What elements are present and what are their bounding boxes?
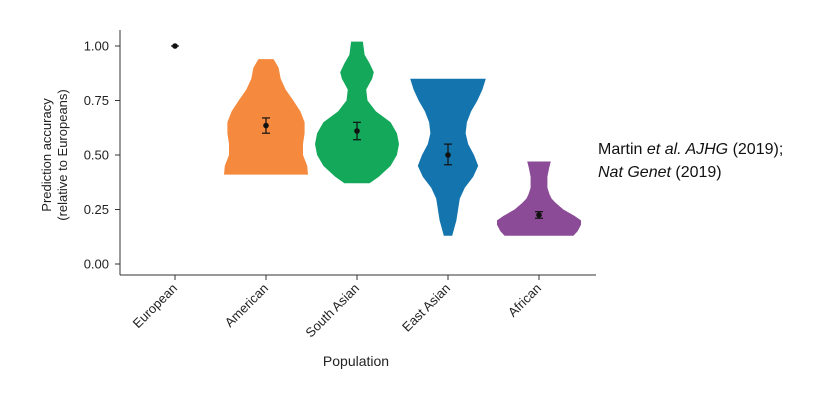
x-tick-label: East Asian xyxy=(399,281,453,335)
citation-line-2: Nat Genet (2019) xyxy=(598,164,722,181)
y-tick-label: 0.25 xyxy=(84,202,109,217)
mean-point xyxy=(445,152,451,158)
violin-african xyxy=(497,161,581,236)
mean-point xyxy=(263,122,269,129)
violin-south-asian xyxy=(315,41,399,184)
mean-point xyxy=(536,212,542,218)
x-axis-title: Population xyxy=(323,353,389,369)
x-tick-label: African xyxy=(505,281,544,320)
y-axis-title: (relative to Europeans) xyxy=(55,89,70,221)
mean-point xyxy=(172,43,178,49)
citation-line-1: Martin et al. AJHG (2019); xyxy=(598,141,784,158)
x-tick-label: South Asian xyxy=(302,281,362,341)
y-axis-title: Prediction accuracy xyxy=(39,98,54,212)
x-tick-label: European xyxy=(130,281,180,331)
y-tick-label: 1.00 xyxy=(84,39,109,54)
citation: Martin et al. AJHG (2019); Nat Genet (20… xyxy=(598,138,783,184)
mean-point xyxy=(354,128,360,134)
y-tick-label: 0.75 xyxy=(84,93,109,108)
y-tick-label: 0.00 xyxy=(84,257,109,272)
violin-american xyxy=(224,59,308,175)
y-tick-label: 0.50 xyxy=(84,148,109,163)
x-tick-label: American xyxy=(222,281,271,330)
